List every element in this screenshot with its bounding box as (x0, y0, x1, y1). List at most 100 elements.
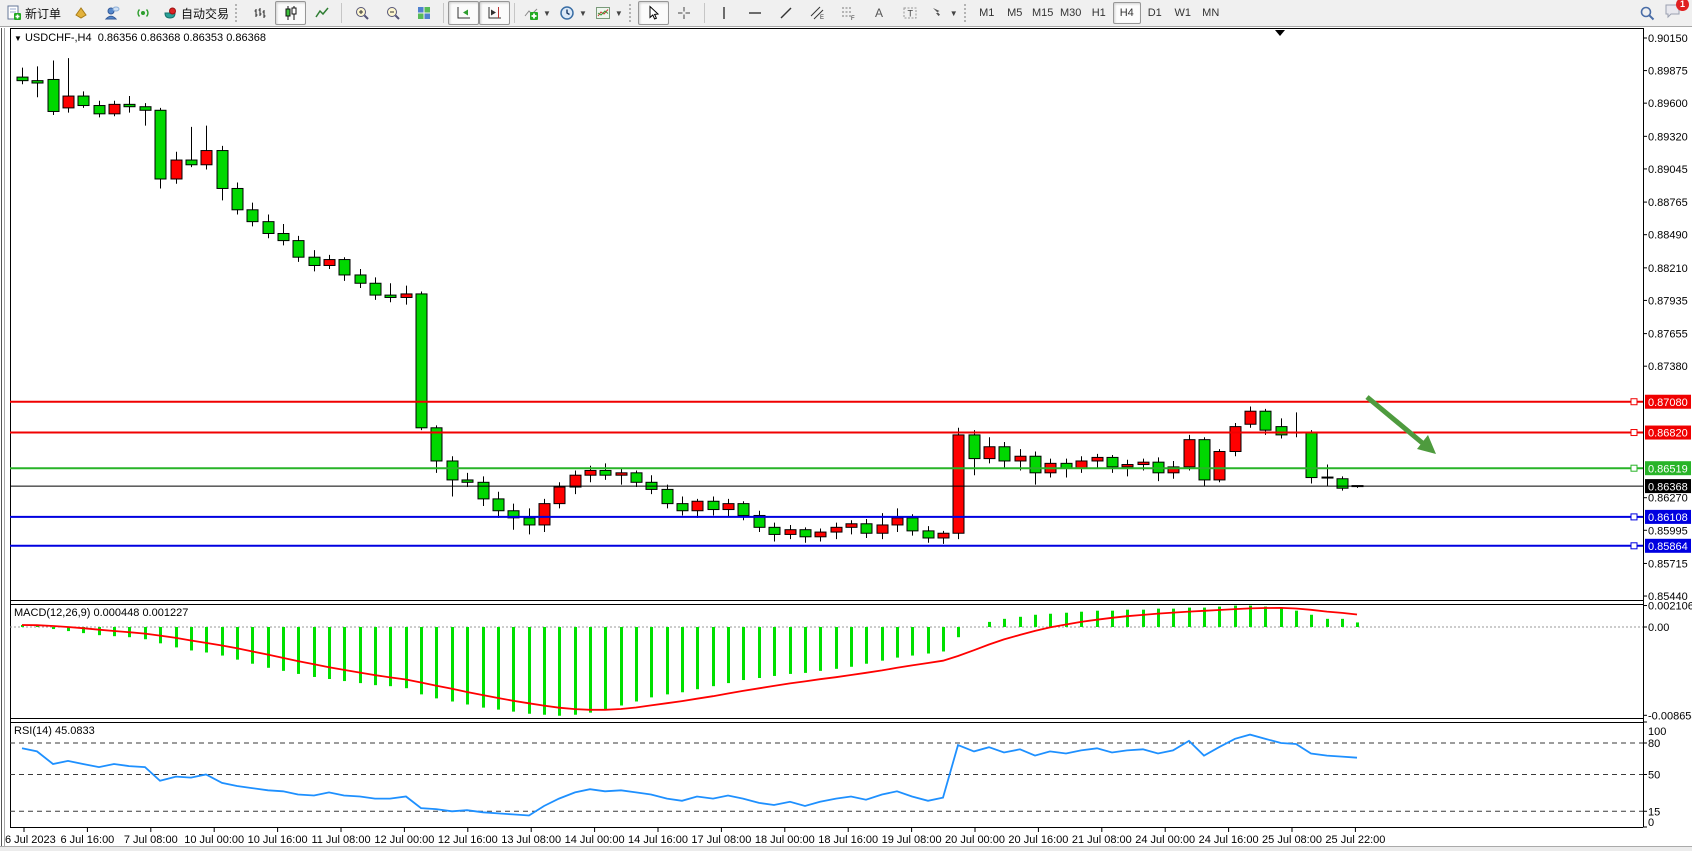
line-chart-icon (314, 7, 329, 18)
dropdown-caret: ▼ (578, 8, 587, 18)
timeframe-m15-button[interactable]: M15 (1032, 7, 1054, 19)
macd-scale[interactable]: 0.002106 0.00 -0.008658 (1643, 601, 1692, 723)
horizontal-lines[interactable]: 0.87080 0.86820 0.86519 0.86368 0.86108 0.858… (10, 394, 1691, 553)
rsi-scale-label: 100 (1648, 726, 1666, 738)
candle-body (185, 159, 198, 166)
macd-signal-value: 0.001227 (142, 607, 189, 619)
candle-body (737, 503, 750, 516)
candle-body (477, 481, 490, 500)
tile-windows-button[interactable] (408, 1, 439, 25)
price-tick-label: 0.88765 (1648, 197, 1688, 209)
crosshair-tool-button[interactable] (669, 1, 700, 25)
trend-arrow-annotation[interactable] (1365, 395, 1436, 454)
macd-histogram (21, 605, 1359, 716)
candle-body (123, 103, 136, 108)
fibonacci-tool-button[interactable]: F (833, 1, 864, 25)
notifications-button[interactable]: 1 (1664, 0, 1689, 24)
time-scale[interactable]: 6 Jul 2023 6 Jul 16:00 7 Jul 08:00 10 Jul 0… (5, 827, 1385, 846)
candle-body (784, 529, 797, 535)
zoom-in-button[interactable] (346, 1, 377, 25)
candle-body (538, 503, 551, 526)
vertical-line-tool-button[interactable] (709, 1, 740, 25)
symbol-dropdown-icon[interactable]: ▼ (14, 34, 22, 43)
price-tick-label: 0.89875 (1648, 66, 1688, 78)
price-tick-label: 0.85995 (1648, 525, 1688, 537)
candle-body (661, 488, 674, 505)
chart-frame (0, 28, 1692, 851)
horizontal-line-tool-button[interactable] (740, 1, 771, 25)
timeframe-mn-button[interactable]: MN (1202, 7, 1220, 19)
periods-button[interactable]: ▼ (555, 1, 591, 25)
bar-chart-mode-button[interactable] (244, 1, 275, 25)
candle-body (983, 446, 996, 460)
candle-body (599, 469, 612, 476)
line-chart-mode-button[interactable] (306, 1, 337, 25)
candle-body (323, 259, 336, 266)
candle-body (108, 103, 121, 115)
candle-body (891, 517, 904, 526)
timeframe-m1-button[interactable]: M1 (979, 7, 995, 19)
candle-body (1121, 464, 1134, 468)
new-order-button[interactable]: 新订单 (2, 1, 65, 25)
timeframe-m30-button[interactable]: M30 (1060, 7, 1082, 19)
timeframe-d1-button[interactable]: D1 (1147, 7, 1162, 19)
candle-body (1229, 426, 1242, 452)
candle-body (753, 514, 766, 528)
time-tick-label: 20 Jul 00:00 (945, 834, 1005, 846)
candle-body (1106, 456, 1119, 468)
price-tick-label: 0.86270 (1648, 493, 1688, 505)
time-tick-label: 12 Jul 00:00 (374, 834, 434, 846)
hline-endpoint-marker (1630, 542, 1638, 550)
candlesticks (16, 58, 1364, 544)
candle-body (1305, 432, 1318, 479)
time-tick-label: 6 Jul 2023 (5, 834, 56, 846)
chart-shift-button[interactable] (479, 1, 511, 25)
toolbar-separator (514, 3, 516, 23)
template-icon (595, 7, 610, 19)
rsi-name: RSI(14) (14, 725, 52, 737)
rsi-value: 45.0833 (54, 725, 95, 737)
search-icon[interactable] (1639, 5, 1656, 22)
fibonacci-icon: F (842, 7, 855, 21)
time-tick-label: 24 Jul 16:00 (1199, 834, 1259, 846)
timeframe-m5-button[interactable]: M5 (1007, 7, 1023, 19)
timeframe-w1-button[interactable]: W1 (1174, 7, 1191, 19)
candle-body (937, 532, 950, 539)
dropdown-caret: ▼ (949, 8, 958, 18)
candle-body (691, 500, 704, 512)
trendline-tool-button[interactable] (771, 1, 802, 25)
indicators-button[interactable]: ▼ (519, 1, 555, 25)
candle-body (952, 434, 965, 534)
candle-body (200, 150, 213, 166)
candle-body (461, 479, 474, 483)
timeframe-h4-button[interactable]: H4 (1112, 2, 1141, 24)
candle-body (768, 526, 781, 535)
candlestick-mode-button[interactable] (275, 1, 307, 25)
cursor-tool-button[interactable] (637, 1, 669, 25)
signals-button[interactable] (127, 1, 158, 25)
text-tool-button[interactable]: A (864, 1, 895, 25)
timeframe-h1-button[interactable]: H1 (1091, 7, 1106, 19)
candle-body (615, 472, 628, 476)
equidistant-channel-icon: E (810, 6, 824, 21)
text-label-tool-button[interactable]: T (895, 1, 926, 25)
market-watch-button[interactable] (65, 1, 96, 25)
candle-body (31, 80, 44, 84)
candle-body (584, 469, 597, 476)
chart-title: ▼ USDCHF-,H4 0.86356 0.86368 0.86353 0.8… (14, 32, 266, 44)
svg-text:F: F (851, 16, 855, 21)
auto-scroll-button[interactable] (448, 1, 480, 25)
channel-tool-button[interactable]: E (802, 1, 833, 25)
zoom-out-icon (386, 7, 400, 20)
community-button[interactable] (96, 1, 127, 25)
autotrading-button[interactable]: 自动交易 (158, 1, 233, 25)
price-tick-label: 0.85440 (1648, 591, 1688, 603)
time-tick-label: 12 Jul 16:00 (438, 834, 498, 846)
arrows-tool-button[interactable]: ▼ (926, 1, 962, 25)
zoom-out-button[interactable] (377, 1, 408, 25)
price-scale[interactable]: 0.90150 0.89875 0.89600 0.89320 0.89045 0.887… (1643, 33, 1688, 603)
rsi-line (21, 733, 1358, 817)
templates-button[interactable]: ▼ (591, 1, 627, 25)
price-tick-label: 0.87935 (1648, 295, 1688, 307)
